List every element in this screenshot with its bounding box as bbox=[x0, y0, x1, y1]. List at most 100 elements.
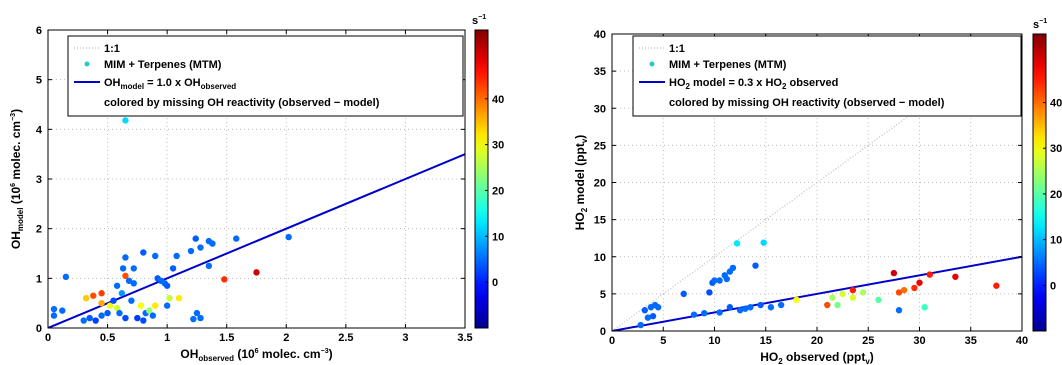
y-tick-label: 15 bbox=[594, 215, 606, 227]
colorbar-tick-label: 20 bbox=[492, 185, 504, 197]
x-tick-label: 20 bbox=[811, 335, 823, 347]
legend-label: OHmodel = 1.0 x OHobserved bbox=[104, 77, 236, 91]
colorbar-tick-label: 10 bbox=[492, 231, 504, 243]
data-point bbox=[690, 311, 698, 318]
legend-label: 1:1 bbox=[669, 43, 685, 55]
y-tick-label: 1 bbox=[36, 273, 42, 285]
data-point bbox=[122, 254, 129, 261]
colorbar bbox=[1032, 33, 1047, 332]
label-part: = 1.0 x OH bbox=[144, 77, 201, 89]
data-point bbox=[90, 292, 97, 299]
x-tick-label: 30 bbox=[913, 335, 925, 347]
data-point bbox=[82, 295, 90, 302]
data-point bbox=[834, 301, 841, 309]
data-point bbox=[926, 271, 933, 278]
y-tick-label: 2 bbox=[36, 224, 42, 236]
x-tick-label: 0 bbox=[609, 335, 615, 347]
y-axis-label: HO2 model (pptv) bbox=[573, 135, 589, 231]
label-part: model = 0.3 x HO bbox=[690, 77, 782, 89]
data-point bbox=[163, 302, 171, 309]
data-point bbox=[98, 290, 105, 297]
colorbar-tick-label: 10 bbox=[1050, 235, 1062, 247]
data-point bbox=[793, 296, 800, 304]
x-axis-label: OHobserved (106 molec. cm−3) bbox=[180, 347, 332, 363]
label-part: −1 bbox=[478, 14, 486, 21]
data-point bbox=[122, 272, 129, 280]
data-point bbox=[146, 307, 153, 314]
label-part: 6 bbox=[10, 183, 17, 187]
data-point bbox=[767, 304, 775, 311]
data-point bbox=[137, 302, 145, 309]
one-to-one-line bbox=[612, 34, 1022, 331]
data-point bbox=[106, 302, 114, 309]
data-point bbox=[859, 289, 867, 296]
label-part: observed (ppt bbox=[783, 350, 866, 364]
y-tick-label: 4 bbox=[36, 124, 43, 136]
colorbar-tick-label: 40 bbox=[492, 94, 504, 106]
data-point bbox=[849, 286, 857, 294]
label-part: observed bbox=[198, 354, 234, 363]
data-point bbox=[128, 297, 135, 304]
data-point bbox=[130, 280, 137, 287]
label-part: v bbox=[865, 357, 870, 365]
data-point bbox=[92, 317, 99, 324]
data-point bbox=[900, 286, 908, 294]
data-point bbox=[747, 304, 754, 311]
data-point bbox=[285, 233, 292, 241]
colorbar-tick-label: 30 bbox=[1050, 143, 1062, 155]
data-point bbox=[911, 284, 918, 292]
data-point bbox=[706, 289, 713, 296]
fit-line bbox=[48, 153, 465, 328]
y-axis-label: OHmodel (106 molec. cm−3) bbox=[9, 109, 25, 249]
label-part: model bbox=[121, 82, 145, 91]
data-point bbox=[209, 240, 216, 247]
x-tick-label: 35 bbox=[965, 335, 977, 347]
x-tick-label: 0 bbox=[45, 332, 51, 344]
data-point bbox=[253, 269, 260, 276]
x-tick-label: 1 bbox=[164, 332, 170, 344]
colorbar-tick-label: 0 bbox=[1050, 280, 1056, 292]
data-point bbox=[875, 296, 882, 304]
data-point bbox=[98, 312, 105, 319]
label-part: ) bbox=[9, 109, 23, 113]
x-tick-label: 25 bbox=[862, 335, 874, 347]
colorbar-tick-label: 40 bbox=[1050, 98, 1062, 110]
data-point bbox=[130, 265, 137, 272]
label-part: ) bbox=[573, 135, 587, 139]
label-part: molec. cm bbox=[259, 347, 321, 361]
y-tick-label: 0 bbox=[36, 323, 42, 335]
data-point bbox=[916, 279, 923, 286]
label-part: v bbox=[580, 138, 589, 143]
legend-mtm-marker bbox=[649, 61, 655, 67]
label-part: OH bbox=[104, 77, 121, 89]
label-part: model bbox=[16, 208, 25, 232]
y-tick-label: 35 bbox=[594, 66, 606, 78]
data-point bbox=[895, 307, 903, 314]
data-point bbox=[829, 294, 836, 301]
label-part: ) bbox=[329, 347, 333, 361]
data-point bbox=[152, 302, 159, 309]
data-point bbox=[716, 277, 723, 284]
data-point bbox=[839, 290, 846, 298]
colorbar-unit: s−1 bbox=[1033, 18, 1047, 31]
colorbar-tick-label: 20 bbox=[1050, 189, 1062, 201]
colorbar-unit: s−1 bbox=[472, 14, 486, 27]
data-point bbox=[824, 301, 831, 309]
data-point bbox=[729, 264, 737, 272]
label-part: ) bbox=[870, 350, 874, 364]
data-point bbox=[205, 262, 213, 270]
data-point bbox=[849, 294, 857, 301]
data-point bbox=[654, 304, 662, 311]
label-part: observed bbox=[201, 82, 237, 91]
label-part: molec. cm bbox=[9, 121, 23, 183]
data-point bbox=[149, 312, 157, 319]
y-tick-label: 5 bbox=[600, 289, 606, 301]
legend-label: colored by missing OH reactivity (observ… bbox=[104, 97, 380, 109]
legend: 1:1 MIM + Terpenes (MTM) OHmodel = 1.0 x O… bbox=[67, 35, 464, 117]
data-point bbox=[175, 295, 183, 302]
label-part: −1 bbox=[1039, 18, 1047, 25]
data-point bbox=[86, 314, 93, 322]
data-point bbox=[122, 314, 129, 322]
